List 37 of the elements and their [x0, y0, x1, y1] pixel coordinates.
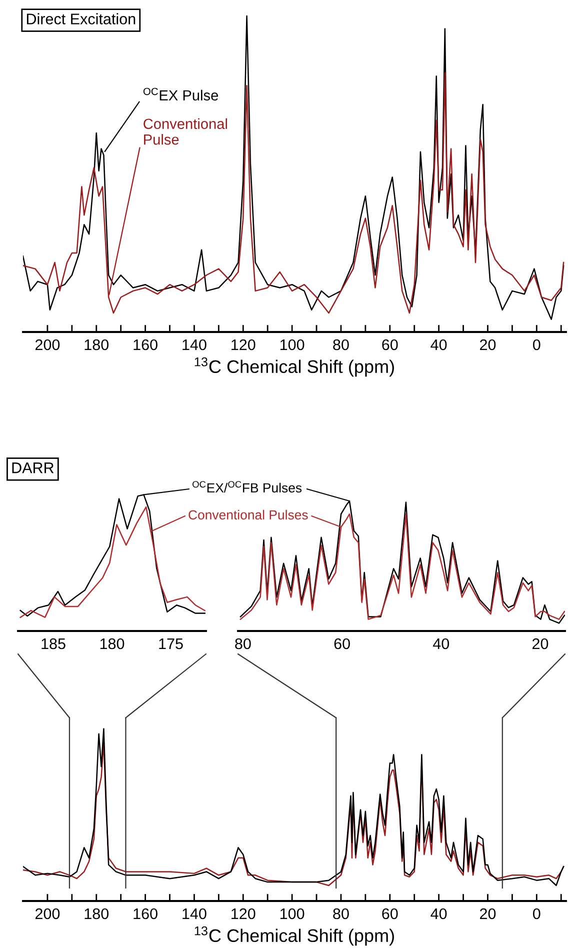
x-tick-label: 160 — [134, 339, 158, 350]
x-tick-label: 180 — [100, 638, 124, 650]
x-tick-label: 20 — [480, 908, 496, 920]
x-tick-label: 200 — [35, 908, 60, 920]
x-tick-label: 180 — [84, 908, 109, 920]
x-tick-label: 40 — [430, 339, 447, 350]
x-tick-label: 0 — [532, 339, 540, 350]
x-axis-title: $^{13}$C Chemical Shift (ppm) — [194, 357, 394, 377]
x-axis-title: $^{13}$C Chemical Shift (ppm) — [194, 926, 394, 946]
x-tick-label: 60 — [382, 908, 398, 920]
series-label: $^{OC}$EX Pulse — [143, 88, 218, 101]
x-tick-label: 185 — [42, 638, 66, 650]
x-tick-label: 80 — [333, 908, 349, 920]
x-tick-label: 160 — [134, 908, 158, 920]
x-tick-label: 60 — [334, 638, 350, 650]
x-tick-label: 120 — [232, 908, 256, 920]
chart-title: Direct Excitation — [26, 13, 136, 24]
x-tick-label: 140 — [182, 339, 206, 350]
x-tick-label: 40 — [432, 638, 450, 650]
legend-label: Conventional Pulses — [188, 510, 308, 520]
x-tick-label: 40 — [430, 908, 447, 920]
x-tick-label: 100 — [280, 908, 304, 920]
x-tick-label: 180 — [84, 339, 109, 350]
x-tick-label: 200 — [35, 339, 60, 350]
x-tick-label: 140 — [182, 908, 206, 920]
x-tick-label: 120 — [232, 339, 256, 350]
x-tick-label: 20 — [532, 638, 548, 650]
legend-label: $^{OC}$EX/$^{OC}$FB Pulses — [192, 481, 302, 493]
x-tick-label: 20 — [480, 339, 496, 350]
x-tick-label: 80 — [333, 339, 349, 350]
x-tick-label: 60 — [382, 339, 398, 350]
x-tick-label: 80 — [235, 638, 251, 650]
x-tick-label: 0 — [532, 908, 540, 920]
x-tick-label: 175 — [159, 638, 183, 650]
x-tick-label: 100 — [280, 339, 304, 350]
chart-title: DARR — [12, 462, 54, 474]
series-label: Conventional Pulse — [144, 118, 228, 145]
